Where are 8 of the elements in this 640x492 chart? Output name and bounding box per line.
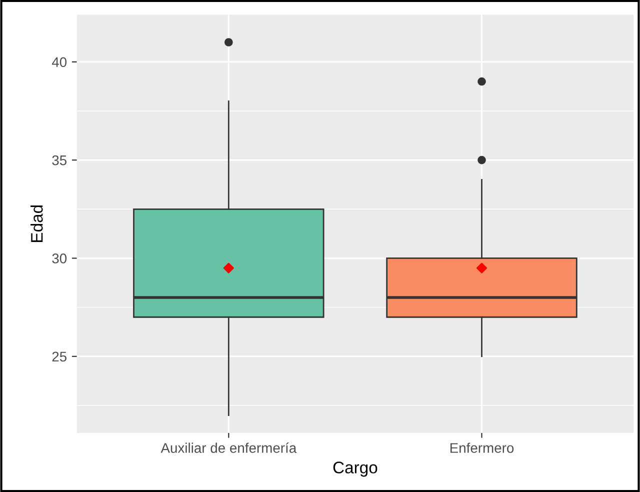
y-tick-label: 30 [52,254,67,264]
x-tick-label: Auxiliar de enfermería [160,442,297,453]
y-tick-label: 25 [52,352,66,362]
y-tick-label: 35 [52,155,66,166]
x-axis-title: Cargo [333,462,378,477]
y-tick-label: 40 [52,57,67,68]
x-tick-label: Enfermero [450,442,514,453]
y-axis-title: Edad [30,205,43,242]
